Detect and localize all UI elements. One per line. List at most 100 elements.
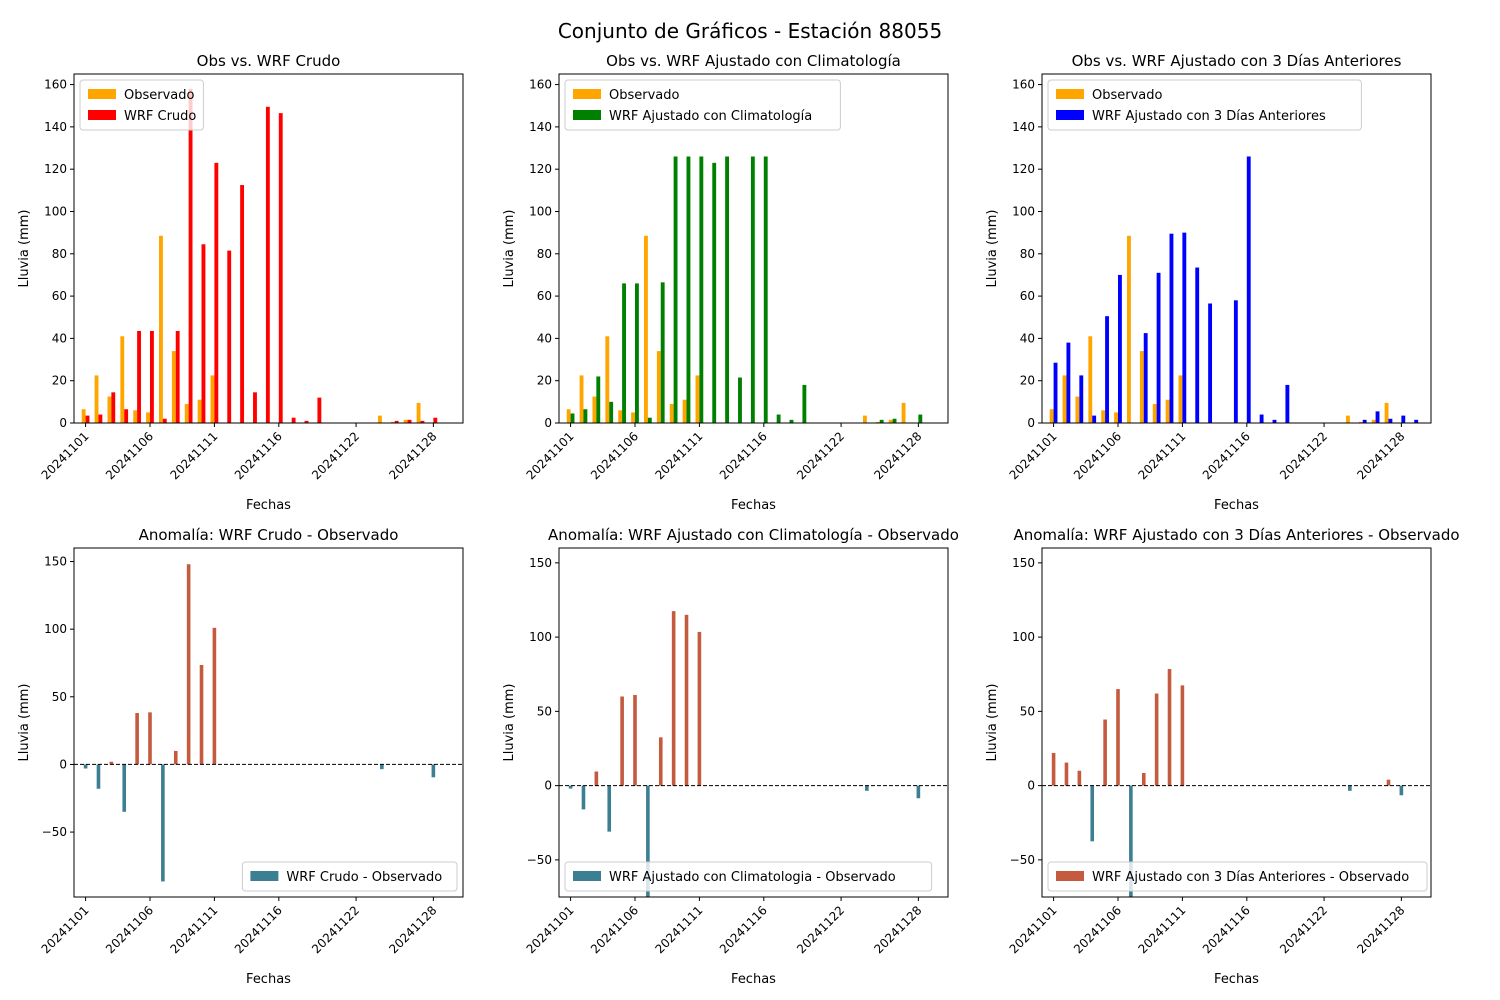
bar	[594, 771, 599, 786]
y-tick-label: 80	[1020, 247, 1035, 261]
bar	[725, 156, 730, 423]
bar	[173, 750, 178, 765]
bar	[581, 785, 586, 810]
legend-label: WRF Ajustado con 3 Días Anteriores	[1092, 109, 1326, 124]
legend: Observado WRF Ajustado con 3 Días Anterio…	[1047, 79, 1362, 131]
y-tick-label: 120	[529, 162, 552, 176]
y-tick-label: 20	[537, 374, 552, 388]
x-tick-label: 20241106	[1071, 429, 1124, 482]
y-tick-label: 140	[529, 120, 552, 134]
bar	[901, 402, 906, 423]
y-tick-label: 60	[537, 289, 552, 303]
bar	[1169, 233, 1174, 423]
panel-title: Anomalía: WRF Ajustado con 3 Días Anteri…	[1013, 526, 1459, 544]
bar	[175, 330, 180, 423]
x-tick-label: 20241128	[1354, 903, 1407, 956]
legend-swatch	[250, 871, 279, 881]
bar	[620, 696, 624, 786]
y-tick-label: −50	[42, 825, 67, 839]
legend-label: Observado	[1092, 88, 1163, 103]
y-tick-label: 0	[544, 779, 552, 793]
y-tick-label: 0	[59, 416, 67, 430]
y-axis-label: Lluvia (mm)	[985, 210, 1000, 288]
legend-swatch	[1056, 110, 1084, 120]
bar	[686, 156, 691, 423]
bar	[94, 375, 99, 423]
bar	[81, 409, 86, 423]
bar	[111, 392, 116, 423]
bar	[210, 375, 215, 423]
y-tick-label: 100	[1012, 630, 1035, 644]
legend-box	[241, 861, 458, 892]
x-tick-label: 20241111	[167, 429, 220, 482]
bar	[699, 156, 704, 423]
bar	[1345, 415, 1350, 423]
bar	[171, 351, 176, 423]
bar	[186, 564, 191, 765]
bar	[695, 375, 700, 423]
chart-panel-3: Obs vs. WRF Ajustado con 3 Días Anterior…	[985, 52, 1432, 513]
x-tick-label: 20241116	[232, 429, 285, 482]
bar	[1375, 411, 1380, 423]
bar	[1101, 410, 1106, 423]
y-tick-label: 120	[1012, 162, 1035, 176]
bar	[212, 627, 217, 765]
bar	[317, 397, 322, 423]
axes-frame	[558, 73, 949, 424]
bar	[1414, 419, 1419, 423]
x-tick-label: 20241106	[588, 903, 641, 956]
bar	[1141, 772, 1146, 786]
bar	[892, 418, 897, 423]
y-tick-label: 20	[52, 374, 67, 388]
bar	[1129, 785, 1133, 897]
bar	[1371, 419, 1376, 423]
bar	[673, 156, 678, 423]
bar	[879, 419, 884, 423]
bar	[1116, 689, 1120, 786]
x-tick-label: 20241122	[1277, 429, 1330, 482]
legend-box	[564, 79, 841, 131]
axes-frame	[73, 547, 464, 898]
bar	[1064, 762, 1069, 786]
bar	[403, 419, 408, 423]
bar	[1401, 415, 1406, 423]
bar	[738, 377, 742, 423]
bar	[431, 764, 436, 778]
bar	[394, 420, 399, 423]
y-tick-label: 150	[529, 556, 552, 570]
bar	[865, 785, 869, 791]
bar	[682, 399, 687, 423]
legend-swatch	[573, 871, 601, 881]
x-tick-label: 20241122	[309, 903, 362, 956]
bar	[1358, 421, 1363, 423]
x-axis-label: Fechas	[731, 498, 776, 513]
bar	[633, 695, 637, 786]
y-tick-label: 0	[1027, 779, 1035, 793]
bar	[124, 409, 129, 423]
x-tick-label: 20241116	[1200, 903, 1253, 956]
bar	[888, 419, 893, 423]
bar	[214, 162, 219, 423]
bar	[380, 764, 384, 770]
bar	[583, 409, 588, 423]
bar	[1208, 303, 1213, 423]
bar	[197, 399, 202, 423]
legend-box	[564, 861, 933, 892]
y-axis-label: Lluvia (mm)	[17, 210, 32, 288]
bar	[776, 414, 781, 423]
bar	[1167, 669, 1172, 786]
bar	[1386, 779, 1391, 786]
x-tick-label: 20241111	[652, 429, 705, 482]
bar	[570, 413, 575, 423]
x-tick-label: 20241111	[1135, 429, 1188, 482]
y-tick-label: 100	[44, 622, 67, 636]
bar	[137, 330, 141, 423]
bar	[697, 631, 702, 786]
y-tick-label: 100	[529, 630, 552, 644]
x-axis-label: Fechas	[246, 972, 291, 987]
bar	[109, 761, 114, 765]
bar	[1246, 156, 1251, 423]
bar	[1362, 419, 1367, 423]
bar	[750, 156, 755, 423]
bar	[162, 418, 167, 423]
